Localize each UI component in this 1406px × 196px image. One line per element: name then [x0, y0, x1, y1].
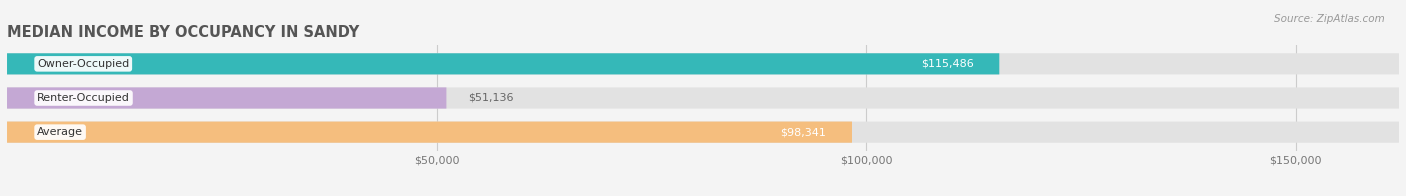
FancyBboxPatch shape: [7, 53, 1399, 74]
Text: $115,486: $115,486: [921, 59, 973, 69]
FancyBboxPatch shape: [7, 87, 1399, 109]
FancyBboxPatch shape: [7, 122, 852, 143]
Text: $51,136: $51,136: [468, 93, 513, 103]
FancyBboxPatch shape: [7, 122, 1399, 143]
Text: Renter-Occupied: Renter-Occupied: [37, 93, 129, 103]
FancyBboxPatch shape: [7, 53, 1000, 74]
Text: Average: Average: [37, 127, 83, 137]
Text: $98,341: $98,341: [780, 127, 827, 137]
Text: MEDIAN INCOME BY OCCUPANCY IN SANDY: MEDIAN INCOME BY OCCUPANCY IN SANDY: [7, 25, 360, 40]
Text: Source: ZipAtlas.com: Source: ZipAtlas.com: [1274, 14, 1385, 24]
FancyBboxPatch shape: [7, 87, 446, 109]
Text: Owner-Occupied: Owner-Occupied: [37, 59, 129, 69]
